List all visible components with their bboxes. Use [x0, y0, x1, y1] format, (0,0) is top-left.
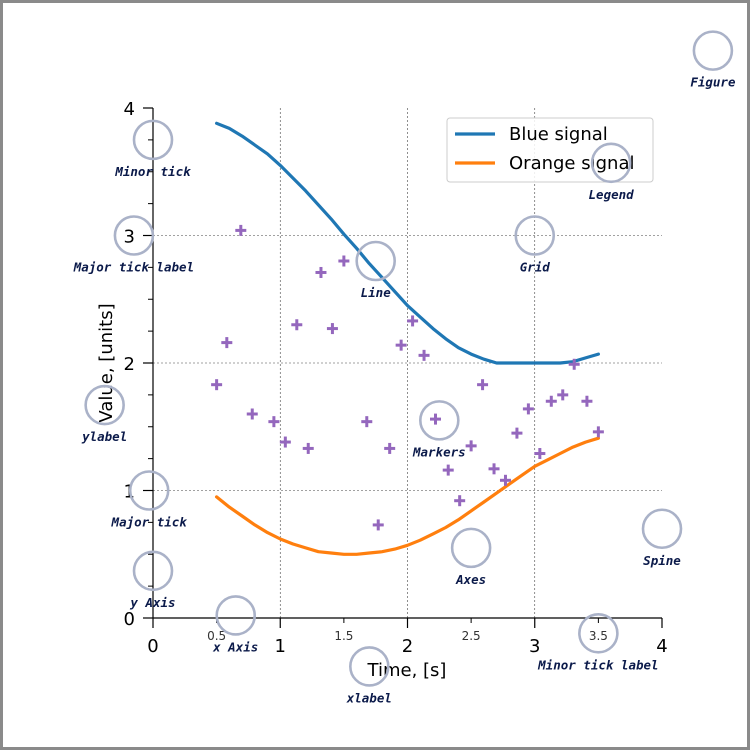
scatter-marker [235, 224, 247, 236]
annotation-label: xlabel [346, 690, 392, 705]
y-major-tick-label: 3 [124, 227, 135, 248]
annotation-label: Spine [643, 553, 681, 568]
scatter-marker [534, 448, 546, 460]
annotation-circle [349, 646, 390, 687]
annotation-label: Grid [520, 260, 551, 275]
annotation-circle [84, 384, 125, 426]
annotation-circle [132, 550, 174, 592]
series-line-orange [215, 436, 601, 556]
annotation-circle [641, 508, 683, 550]
x-major-tick-label: 2 [402, 636, 413, 657]
scatter-marker [279, 436, 291, 448]
scatter-marker [418, 349, 430, 361]
scatter-marker [557, 389, 569, 401]
scatter-marker [338, 255, 350, 267]
scatter-marker [211, 379, 223, 391]
annotation-label: Minor tick label [537, 657, 658, 672]
annotation-label: y Axis [129, 595, 175, 610]
scatter-marker [372, 519, 384, 531]
x-minor-tick-label: 2.5 [462, 629, 481, 643]
scatter-marker [592, 426, 604, 438]
annotation-circle [590, 142, 632, 184]
annotation-circle [132, 119, 174, 161]
scatter-marker [568, 358, 580, 370]
x-major-tick-label: 1 [275, 636, 286, 657]
grid [153, 108, 662, 618]
scatter-marker [522, 403, 534, 415]
annotation-label: Major tick label [73, 260, 194, 275]
annotation-circle [128, 470, 170, 511]
scatter-marker [221, 337, 233, 349]
annotation-circle [692, 30, 734, 71]
scatter-marker [291, 319, 303, 331]
scatter-marker [454, 495, 466, 507]
scatter-marker [429, 413, 441, 425]
annotation-label: x Axis [212, 639, 258, 654]
scatter-marker [511, 427, 523, 439]
legend-box [446, 117, 654, 183]
scatter-marker [442, 464, 454, 476]
scatter-marker [465, 440, 477, 452]
legend-entry-label: Orange signal [509, 153, 634, 174]
scatter-marker [395, 339, 407, 351]
scatter-marker [407, 315, 419, 327]
scatter-marker [246, 408, 258, 420]
y-major-tick-label: 0 [124, 609, 135, 630]
annotation-circle [578, 612, 619, 654]
scatter-marker [302, 442, 314, 454]
annotation-label: Minor tick [114, 164, 191, 179]
annotation-label: Axes [455, 572, 486, 587]
scatter-marker [545, 395, 557, 407]
x-major-tick-label: 3 [529, 636, 540, 657]
scatter-marker [315, 266, 327, 278]
legend: Blue signal Orange signal [446, 117, 654, 183]
annotation-label: ylabel [81, 429, 127, 444]
y-axis-label: Value, [units] [96, 303, 117, 422]
annotation-circle [419, 400, 460, 441]
annotation-circle [113, 215, 155, 256]
series [211, 121, 604, 556]
scatter-marker [268, 416, 280, 428]
series-line-blue [215, 121, 601, 365]
y-major-tick-label: 2 [124, 354, 135, 375]
scatter-marker [499, 474, 511, 486]
annotation-label: Figure [690, 75, 736, 90]
annotation-label: Legend [589, 187, 635, 202]
x-minor-tick-label: 3.5 [589, 629, 608, 643]
x-major-tick-label: 4 [656, 636, 667, 657]
x-minor-tick-label: 0.5 [207, 629, 226, 643]
annotation-circle [514, 215, 556, 256]
x-minor-tick-label: 1.5 [334, 629, 353, 643]
x-axis-label: Time, [s] [367, 660, 447, 681]
y-major-tick-label: 4 [124, 99, 135, 120]
annotation-label: Markers [412, 444, 466, 459]
scatter-marker [488, 463, 500, 475]
annotation-label: Line [361, 285, 392, 300]
x-major-tick-label: 0 [147, 636, 158, 657]
annotation-circle [215, 595, 257, 636]
scatter-marker [581, 395, 593, 407]
annotation-label: Major tick [111, 515, 188, 530]
annotation-circle [355, 240, 396, 282]
scatter-marker [384, 442, 396, 454]
legend-entry-label: Blue signal [509, 124, 608, 145]
scatter-marker [326, 323, 338, 335]
scatter-marker [477, 379, 489, 391]
scatter-marker [361, 416, 373, 428]
annotation-circle [450, 527, 492, 569]
annotations: Figure Minor tick Legend Major tick label Gr… [73, 30, 736, 705]
